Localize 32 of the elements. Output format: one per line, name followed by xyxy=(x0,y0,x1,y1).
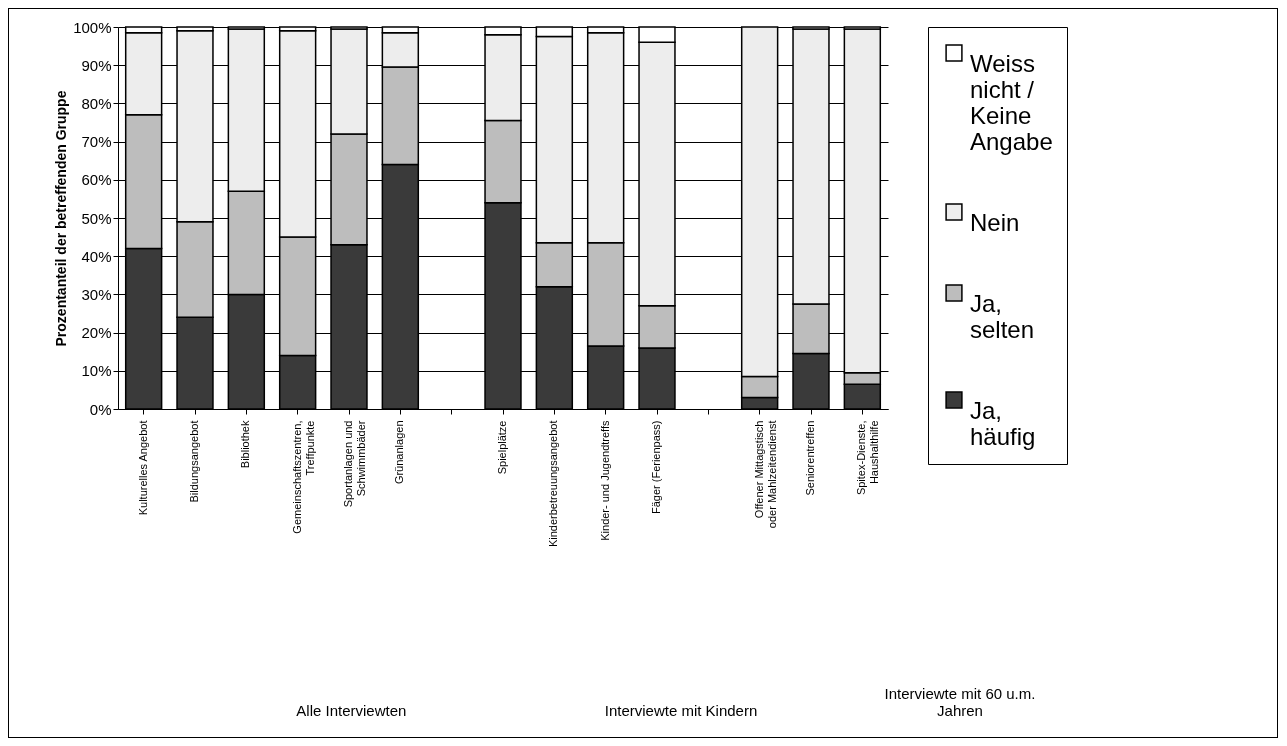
x-tick-label: Bibliothek xyxy=(239,420,252,469)
x-tick-label: Kulturelles Angebot xyxy=(136,420,149,516)
x-tick-label: Offener Mittagstisch oder Mahlzeitendienst xyxy=(752,420,778,529)
y-tick-label: 30% xyxy=(81,285,112,303)
x-tick-label: Kinderbetreuungsangebot xyxy=(547,420,560,548)
y-tick-label: 60% xyxy=(81,171,112,189)
legend-label: Ja, häufig xyxy=(970,397,1036,450)
x-tick-label: Fäger (Ferienpass) xyxy=(650,420,662,515)
legend-label: Ja, selten xyxy=(970,290,1035,343)
y-tick-label: 80% xyxy=(81,94,112,112)
y-tick-label: 90% xyxy=(81,56,112,74)
y-tick-label: 10% xyxy=(81,362,112,380)
x-tick-label: Seniorentreffen xyxy=(804,420,816,496)
legend-label: Nein xyxy=(970,209,1020,236)
x-tick-label: Grünanlagen xyxy=(393,420,406,485)
x-tick-label: Spielplätze xyxy=(496,420,508,475)
x-tick-label: Gemeinschaftszentren, Treffpunkte xyxy=(290,420,316,534)
y-tick-label: 100% xyxy=(73,18,112,36)
y-tick-label: 40% xyxy=(81,247,112,265)
x-tick-label: Kinder- und Jugendtreffs xyxy=(598,420,611,541)
y-axis-title: Prozentanteil der betreffenden Gruppe xyxy=(53,90,70,347)
y-tick-label: 0% xyxy=(89,400,112,418)
x-tick-label: Bildungsangebot xyxy=(188,420,200,503)
text: Interviewte mit 60 u.m. Jahren xyxy=(883,685,1037,719)
x-tick-label: Spitex-Dienste, Haushalthilfe xyxy=(855,420,881,496)
text: Interviewte mit Kindern xyxy=(603,702,759,719)
y-tick-label: 70% xyxy=(81,133,112,151)
legend-label: Weiss nicht / Keine Angabe xyxy=(970,50,1053,155)
text: Alle Interviewten xyxy=(295,702,408,719)
x-tick-label: Sportanlagen und Schwimmbäder xyxy=(342,420,367,508)
y-tick-label: 50% xyxy=(81,209,112,227)
y-tick-label: 20% xyxy=(81,324,112,342)
